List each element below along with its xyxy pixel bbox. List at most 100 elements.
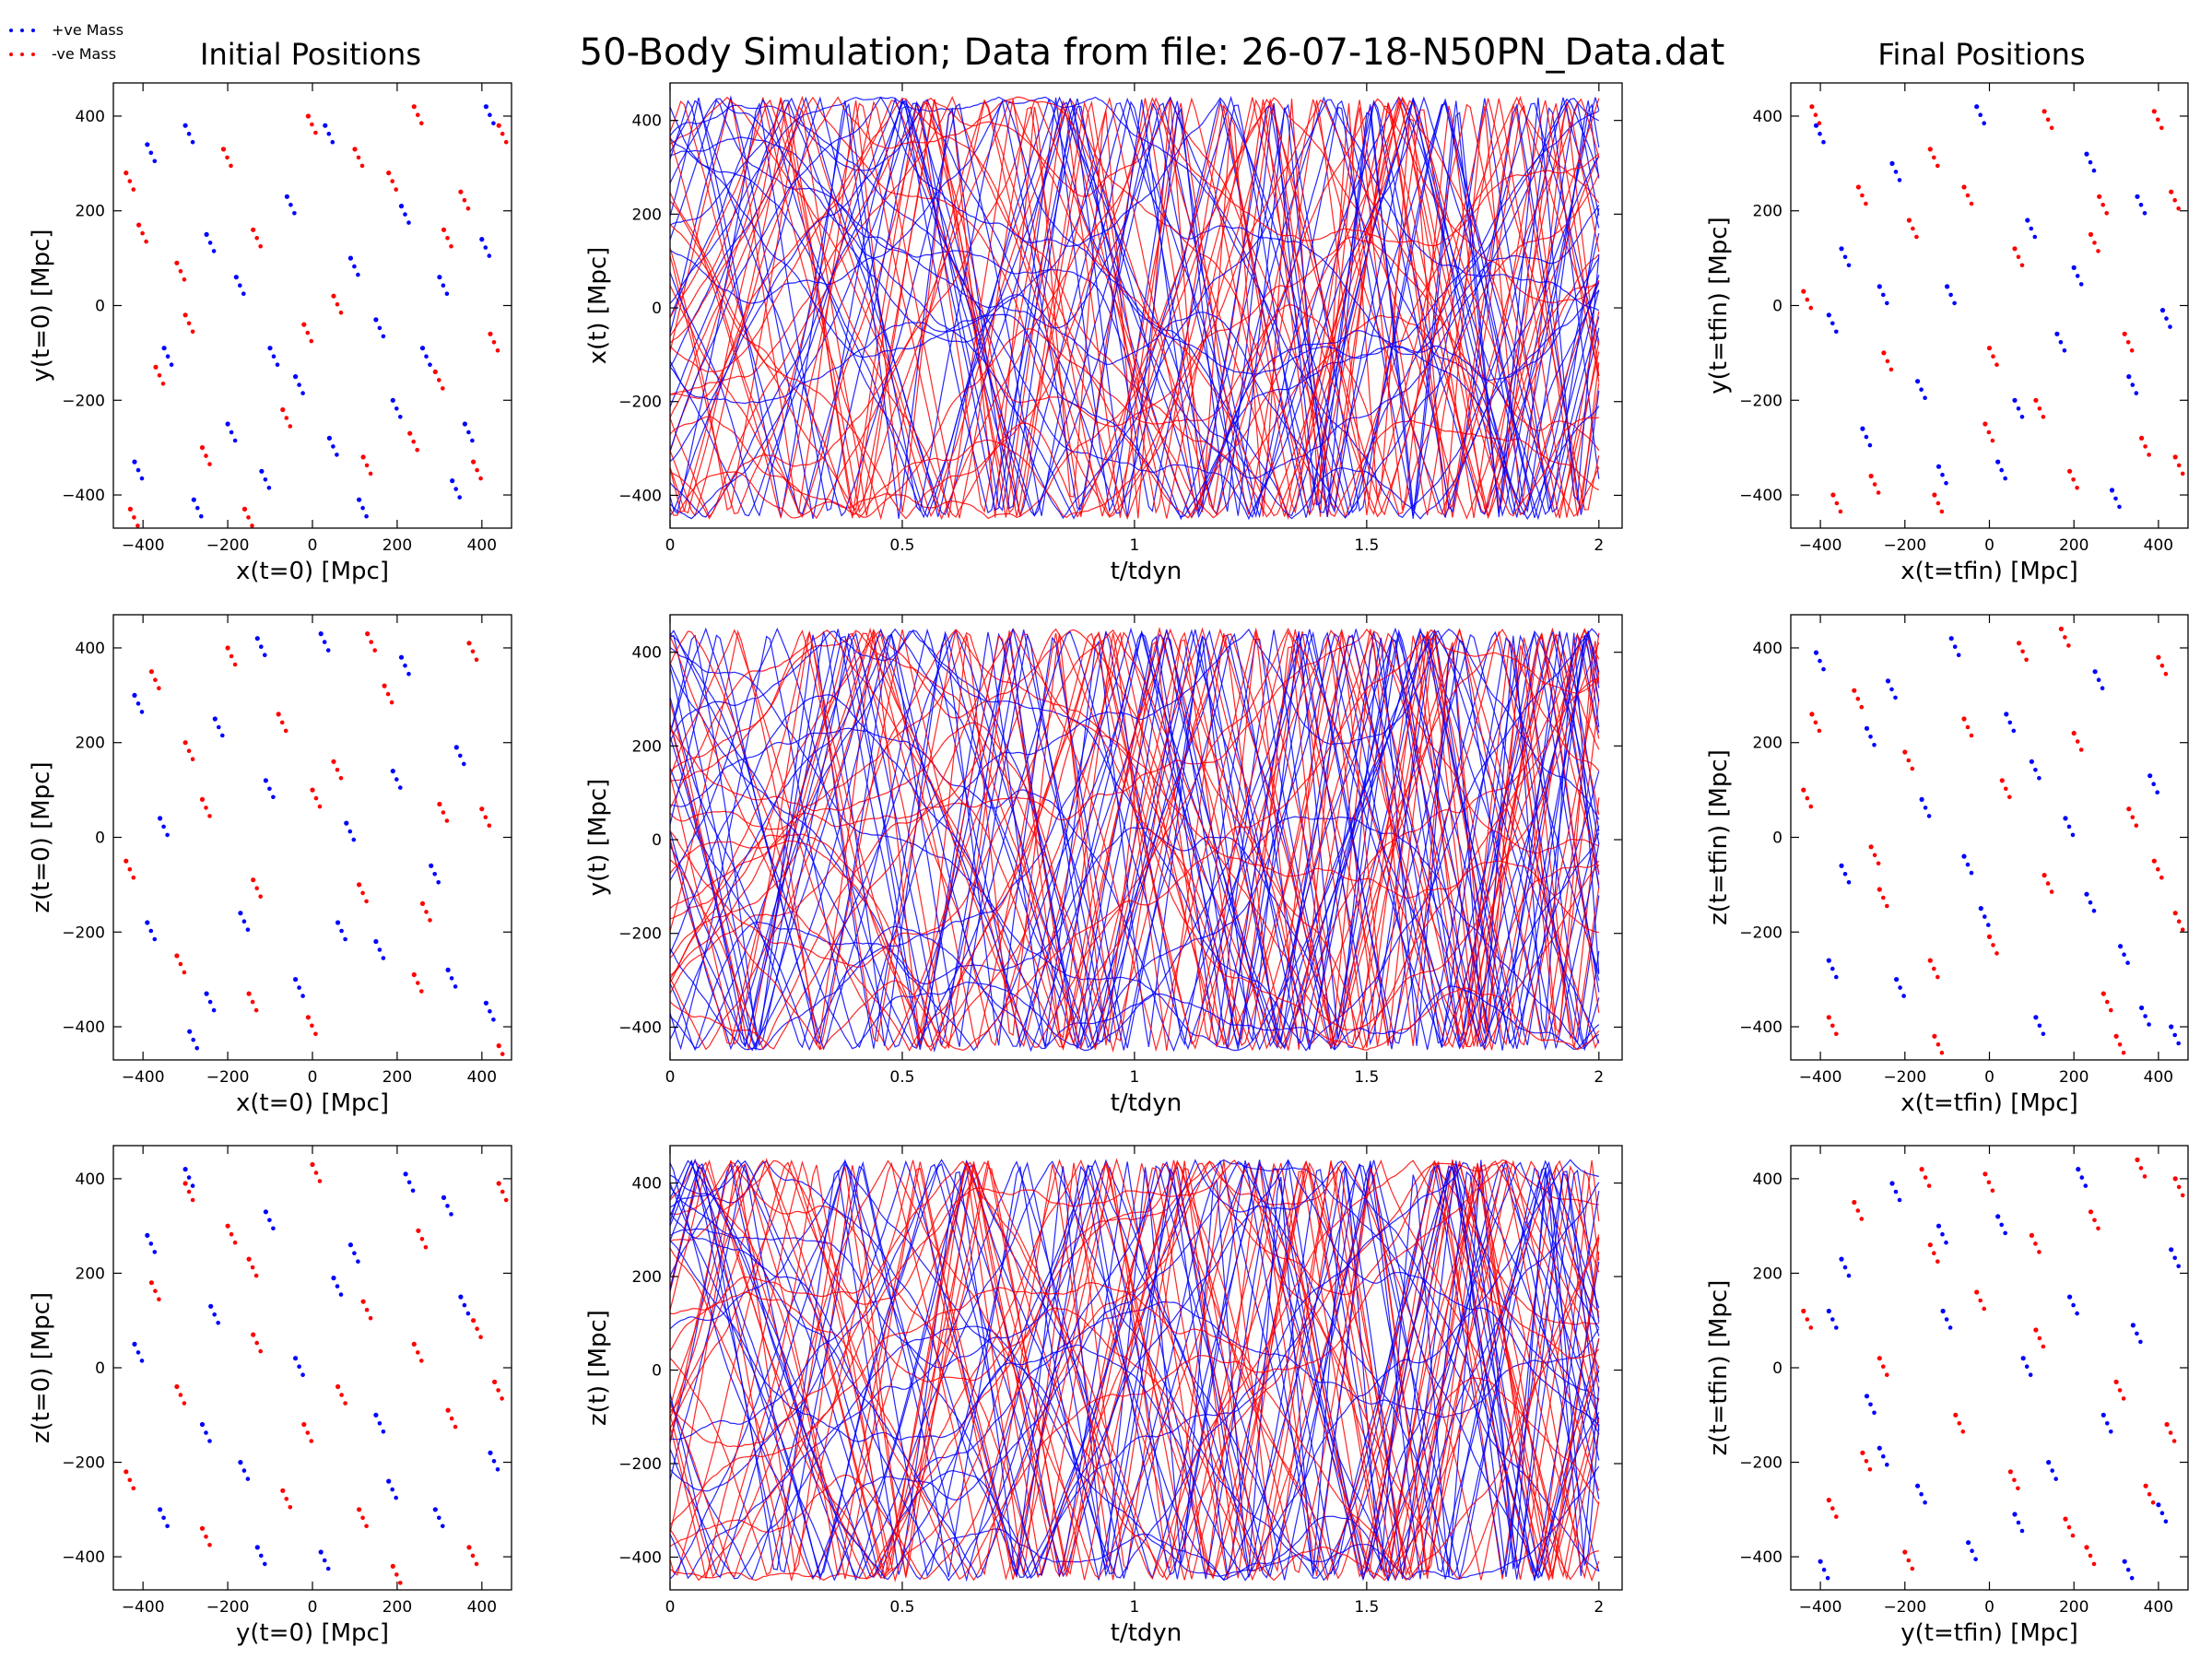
scatter-point (364, 899, 369, 904)
scatter-point (470, 438, 475, 443)
scatter-point (1821, 666, 1826, 672)
scatter-point (2092, 1218, 2097, 1223)
scatter-point (1889, 160, 1895, 166)
scatter-point (135, 1350, 141, 1355)
scatter-point (271, 794, 276, 800)
scatter-point (1897, 1197, 1902, 1203)
scatter-point (241, 291, 246, 297)
scatter-point (254, 886, 260, 890)
scatter-point (437, 801, 442, 807)
final-yz-frame (1790, 1145, 2189, 1591)
scatter-point (207, 999, 213, 1005)
scatter-point (2169, 1247, 2174, 1253)
scatter-point (2088, 231, 2094, 237)
scatter-point (1927, 147, 1933, 152)
scatter-point (1830, 321, 1835, 326)
scatter-point (1852, 688, 1857, 693)
scatter-point (470, 459, 477, 465)
init-yz-xlabel: y(t=0) [Mpc] (236, 1619, 389, 1647)
scatter-point (2147, 453, 2151, 457)
x-tick-label: 0 (308, 1598, 318, 1617)
scatter-point (377, 1421, 382, 1426)
scatter-point (465, 206, 471, 211)
scatter-point (2012, 1477, 2017, 1483)
scatter-point (449, 244, 453, 249)
scatter-point (1945, 284, 1950, 289)
scatter-point (1826, 958, 1831, 963)
scatter-point (1893, 1189, 1899, 1194)
scatter-point (1867, 442, 1873, 448)
trajectory-line (670, 1160, 1600, 1581)
scatter-point (225, 1223, 230, 1229)
final-yz-marks (1801, 1157, 2185, 1581)
panel-final-xz: −400 −200 0 200 400 −400 −200 0 200 400 x(t=tfin) … (1705, 614, 2189, 1117)
trajectory-line (670, 628, 1600, 977)
scatter-point (406, 220, 411, 225)
scatter-point (2066, 824, 2072, 830)
x-tick-label: −400 (122, 536, 165, 555)
scatter-point (360, 1299, 366, 1304)
scatter-point (2176, 463, 2182, 468)
scatter-point (462, 761, 466, 767)
y-tick-label: 0 (652, 831, 662, 850)
scatter-point (2033, 397, 2039, 403)
x-tick-label: 200 (2059, 1598, 2088, 1617)
trajectory-line (670, 629, 1600, 1050)
y-tick-label: 200 (632, 1268, 662, 1287)
scatter-point (330, 139, 335, 145)
scatter-point (360, 890, 365, 896)
scatter-point (331, 444, 335, 449)
trajectory-line (670, 1160, 1600, 1581)
scatter-point (259, 1553, 264, 1559)
scatter-point (347, 255, 353, 261)
scatter-point (483, 104, 489, 110)
scatter-point (2138, 1339, 2143, 1345)
scatter-point (496, 1388, 500, 1393)
trajectory-line (670, 1159, 1600, 1582)
scatter-point (2084, 891, 2089, 897)
scatter-point (204, 1430, 208, 1435)
scatter-point (1855, 184, 1861, 190)
scatter-point (174, 260, 180, 265)
y-tick-label: 400 (1753, 1171, 1783, 1189)
scatter-point (263, 778, 268, 783)
scatter-point (2139, 435, 2145, 441)
trajectory-line (670, 100, 1600, 520)
scatter-point (2088, 159, 2093, 165)
scatter-point (2117, 504, 2122, 510)
init-xy-ylabel: y(t=0) [Mpc] (28, 229, 55, 382)
scatter-point (364, 513, 369, 519)
scatter-point (2135, 194, 2140, 199)
scatter-point (1808, 1325, 1814, 1330)
scatter-point (1939, 1051, 1945, 1055)
scatter-point (1839, 246, 1844, 252)
scatter-point (313, 795, 319, 801)
scatter-point (1952, 644, 1958, 649)
scatter-point (301, 1421, 307, 1428)
scatter-point (2024, 657, 2029, 663)
scatter-point (445, 1407, 451, 1413)
scatter-point (1986, 934, 1993, 940)
scatter-point (441, 1194, 447, 1200)
scatter-point (394, 1572, 399, 1577)
scatter-point (229, 1231, 234, 1237)
scatter-point (1877, 887, 1882, 892)
scatter-point (487, 823, 492, 828)
scatter-point (220, 733, 225, 738)
trajectory-line (670, 97, 1600, 518)
scatter-point (2130, 1323, 2136, 1328)
scatter-point (1885, 1372, 1889, 1377)
scatter-point (1995, 459, 2001, 465)
scatter-point (2121, 1051, 2126, 1055)
scatter-point (2122, 331, 2127, 336)
scatter-point (398, 1581, 403, 1585)
init-xy-marks (124, 104, 509, 528)
scatter-point (182, 1401, 187, 1406)
scatter-point (253, 1273, 259, 1278)
y-tick-label: 400 (1753, 108, 1783, 126)
scatter-point (2028, 1372, 2033, 1377)
scatter-point (470, 649, 476, 654)
scatter-point (288, 203, 293, 207)
scatter-point (1936, 974, 1940, 980)
